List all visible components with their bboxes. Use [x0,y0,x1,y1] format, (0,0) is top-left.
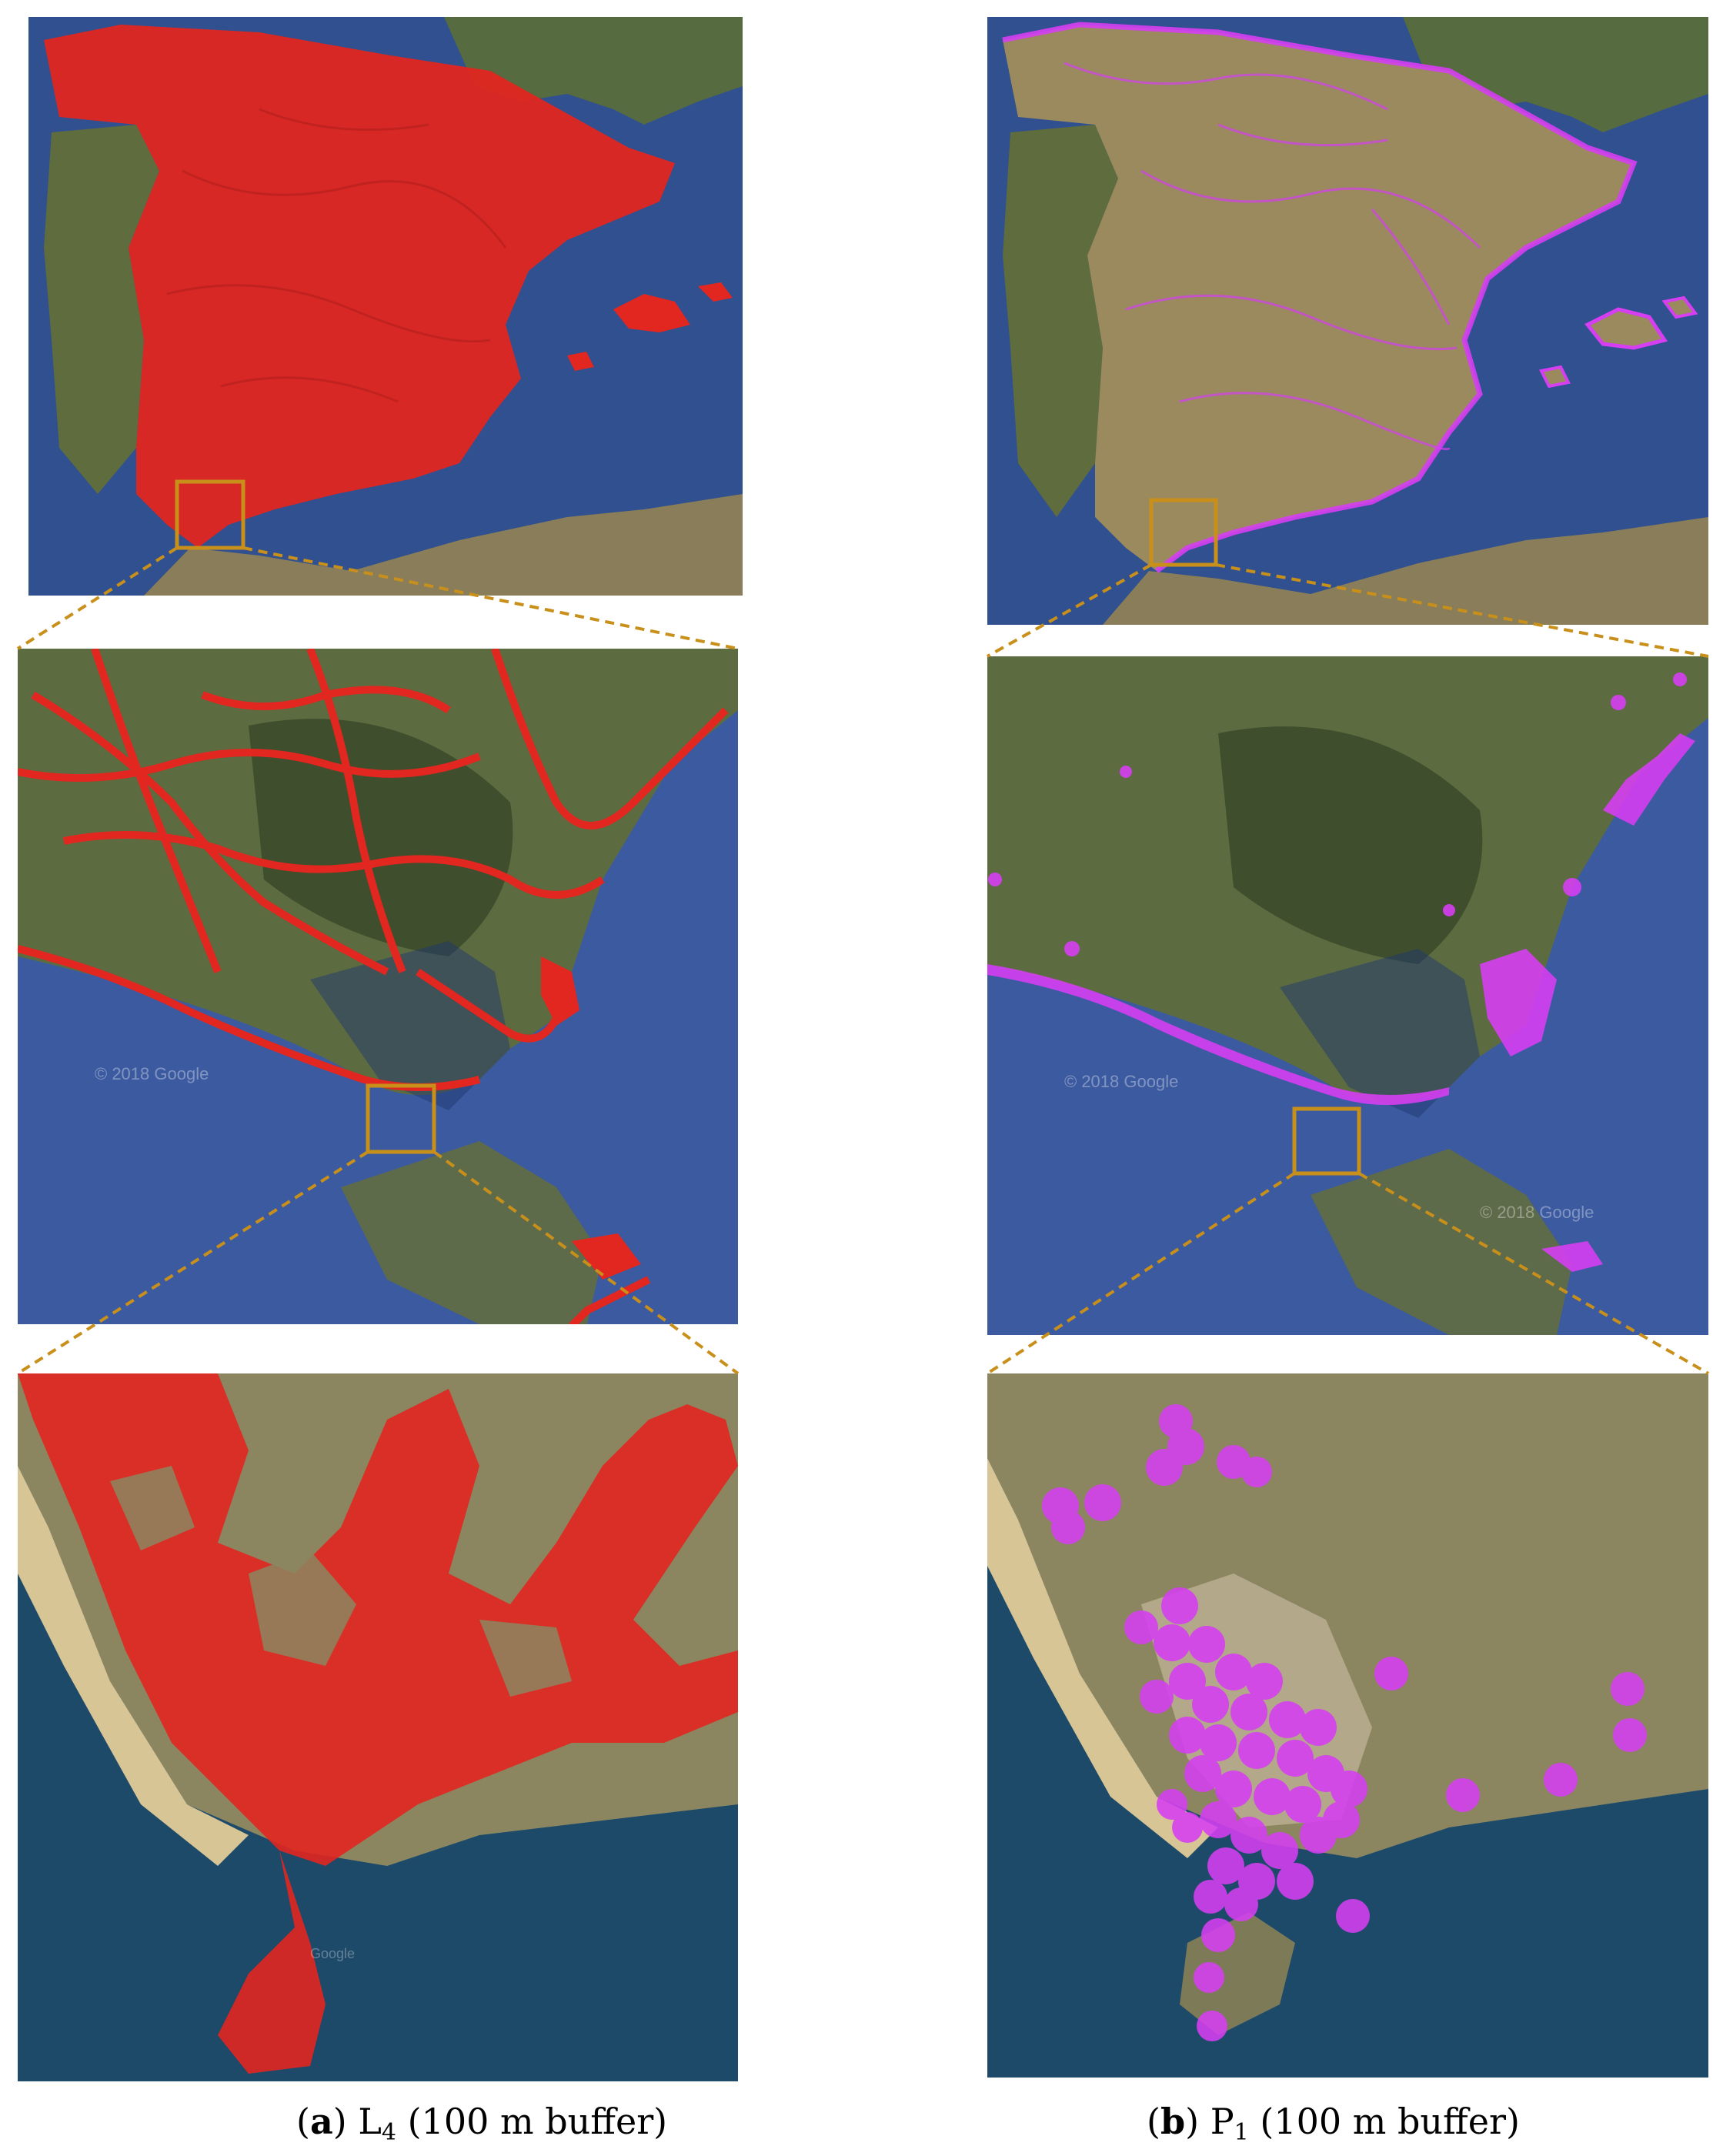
map-a-strait: © 2018 Google [18,649,738,1324]
spain-landmass-b [1003,25,1634,571]
map-b-tarifa [987,1373,1708,2078]
map-a-overview [28,17,743,596]
caption-b: (b) P1 (100 m buffer) [1147,2101,1520,2146]
watermark-a2: © 2018 Google [95,1064,209,1083]
zoom-box-a1 [175,479,245,550]
watermark-b2b: © 2018 Google [1480,1203,1594,1222]
zoom-box-a2 [366,1083,436,1154]
overlay-a-spain [44,25,675,548]
watermark-a3: Google [310,1946,355,1961]
zoom-box-b1 [1149,498,1218,567]
watermark-b2: © 2018 Google [1064,1072,1178,1091]
overlay-a-roads [18,649,729,1324]
map-b-overview [987,17,1708,625]
overlay-b-points [1064,62,1481,451]
overlay-a-town [18,1373,738,2074]
caption-a: (a) L4 (100 m buffer) [296,2101,668,2146]
map-b-strait: © 2018 Google © 2018 Google [987,656,1708,1335]
zoom-box-b2 [1292,1106,1361,1176]
overlay-b-circles [1042,1404,1647,2041]
map-a-tarifa: Google [18,1373,738,2081]
